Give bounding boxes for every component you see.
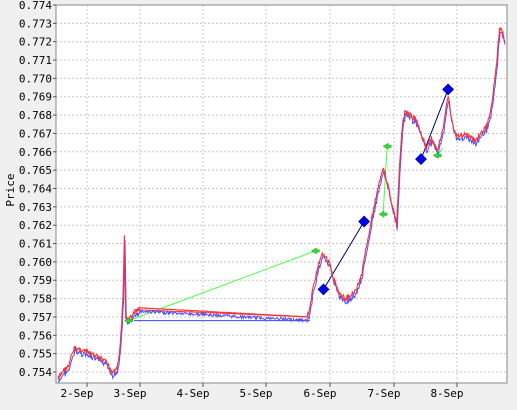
trade-marker-arrow xyxy=(382,142,392,150)
y-tick-label: 0.761 xyxy=(19,238,52,251)
y-tick-label: 0.774 xyxy=(19,0,52,12)
x-tick-label: 2-Sep xyxy=(60,387,93,400)
y-tick-label: 0.770 xyxy=(19,72,52,85)
y-tick-label: 0.758 xyxy=(19,293,52,306)
x-axis-ticks: 2-Sep 3-Sep 4-Sep 5-Sep 6-Sep 7-Sep 8-Sep xyxy=(60,383,464,400)
grid xyxy=(56,4,507,383)
trade-marker-diamond xyxy=(317,283,330,296)
price-series xyxy=(57,27,506,384)
y-tick-label: 0.772 xyxy=(19,36,52,49)
y-tick-label: 0.771 xyxy=(19,54,52,67)
price-series-line xyxy=(57,27,506,380)
y-tick-label: 0.763 xyxy=(19,201,52,214)
trade-marker-arrow xyxy=(378,210,388,218)
y-tick-label: 0.755 xyxy=(19,348,52,361)
y-tick-label: 0.759 xyxy=(19,274,52,287)
trade-marker-arrow xyxy=(310,247,320,255)
trade-line xyxy=(382,146,388,215)
x-tick-label: 6-Sep xyxy=(303,387,336,400)
y-tick-label: 0.773 xyxy=(19,17,52,30)
trade-marker-arrow xyxy=(432,152,442,159)
y-tick-label: 0.757 xyxy=(19,311,52,324)
y-tick-label: 0.762 xyxy=(19,219,52,232)
y-tick-label: 0.760 xyxy=(19,256,52,269)
y-tick-label: 0.764 xyxy=(19,182,52,195)
x-tick-label: 4-Sep xyxy=(176,387,209,400)
trade-marker-diamond xyxy=(442,83,455,96)
y-tick-label: 0.756 xyxy=(19,329,52,342)
y-tick-label: 0.766 xyxy=(19,146,52,159)
y-tick-label: 0.769 xyxy=(19,91,52,104)
trade-marker-diamond xyxy=(415,153,427,166)
x-tick-label: 5-Sep xyxy=(239,387,272,400)
plot-background xyxy=(56,5,507,383)
y-axis-label: Price xyxy=(4,173,17,206)
y-tick-label: 0.768 xyxy=(19,109,52,122)
trade-markers xyxy=(123,83,455,325)
x-tick-label: 8-Sep xyxy=(430,387,463,400)
x-tick-label: 7-Sep xyxy=(367,387,400,400)
y-axis-ticks: 0.754 0.755 0.756 0.757 0.758 0.759 0.760 0.761… xyxy=(19,0,56,379)
plot-frame xyxy=(55,4,508,384)
y-tick-label: 0.767 xyxy=(19,127,52,140)
trade-marker-arrow xyxy=(123,317,133,325)
y-tick-label: 0.754 xyxy=(19,366,52,379)
trade-line xyxy=(323,221,365,290)
y-tick-label: 0.765 xyxy=(19,164,52,177)
trade-marker-diamond xyxy=(358,215,371,228)
x-tick-label: 3-Sep xyxy=(113,387,146,400)
